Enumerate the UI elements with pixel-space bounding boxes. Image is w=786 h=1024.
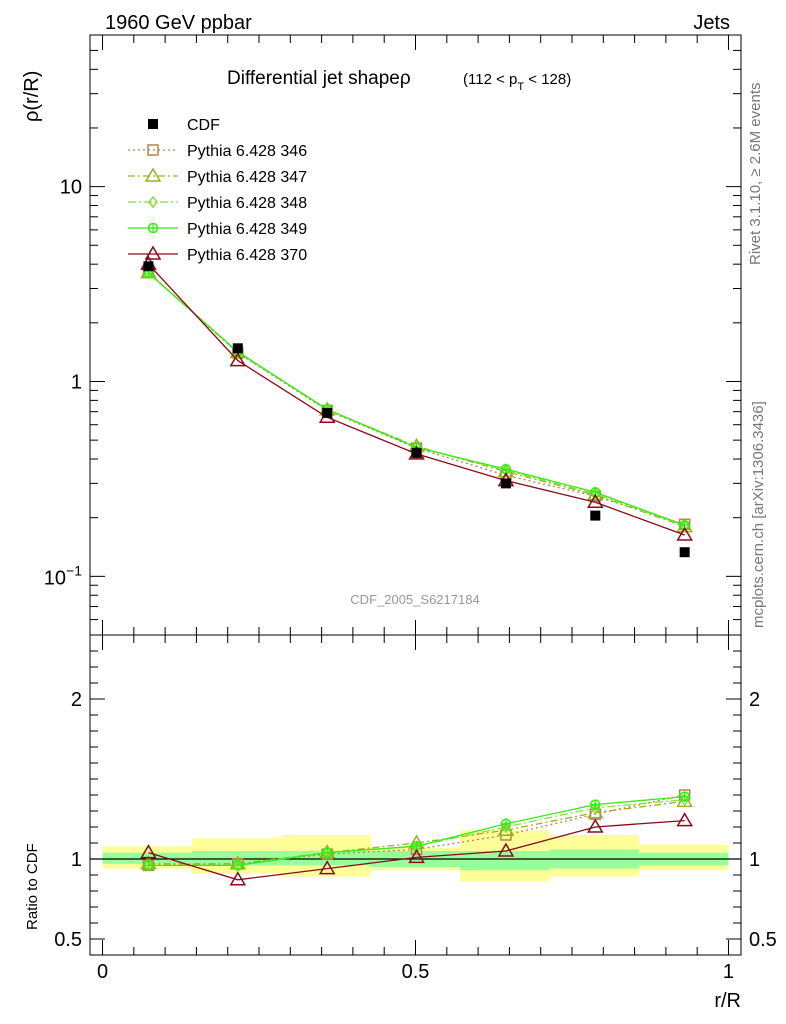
ratio-y-tick-label: 2 [71,689,82,711]
series-line [147,263,685,536]
ratio-y-tick-label: 1 [749,849,760,871]
mcplots-label: mcplots.cern.ch [arXiv:1306.3436] [750,401,767,628]
header-right: Jets [693,12,730,34]
data-point [144,167,162,182]
ratio-frame [89,634,742,956]
legend-label: CDF [187,117,220,134]
series-line [148,272,685,526]
main-ylabel: ρ(r/R) [21,71,43,122]
main-title: Differential jet shapeρ [227,68,411,89]
y-tick-label: 1 [71,371,82,393]
watermark: CDF_2005_S6217184 [350,592,479,607]
data-point [676,526,693,541]
data-point [497,821,515,836]
title-cut: (112 < pT < 128) [463,71,571,93]
data-point [500,478,511,489]
ratio-line [148,819,685,881]
data-point [586,804,604,819]
data-point [586,493,604,509]
ratio-plot: 0 0.5 1 0.5 0.5 1 1 2 2 [54,634,777,983]
data-point [590,801,601,815]
data-point [497,842,515,857]
ratio-ylabel: Ratio to CDF [24,843,41,930]
band-inner [459,851,550,871]
data-point [679,793,690,807]
legend-label: Pythia 6.428 348 [187,195,307,212]
legend-label: Pythia 6.428 349 [187,221,307,238]
ratio-line [148,794,685,867]
data-point [411,447,422,458]
ratio-y-tick-label: 0.5 [749,929,777,951]
legend-label: Pythia 6.428 347 [187,169,307,186]
data-point [148,195,158,209]
main-plot: 10−1 1 10 [44,34,742,636]
y-tick-label: 10 [60,177,82,199]
data-point [140,844,157,859]
data-point [586,818,604,833]
data-point [679,547,690,558]
series-line [148,272,685,527]
header-left: 1960 GeV ppbar [105,12,252,34]
data-point [590,510,601,521]
data-point [408,848,425,864]
rivet-label: Rivet 3.1.10, ≥ 2.6M events [747,83,764,266]
ratio-y-tick-label: 2 [749,689,760,711]
ratio-y-tick-label: 0.5 [54,929,82,951]
legend: CDF Pythia 6.428 346 Pythia 6.428 347 Pythi… [128,117,307,264]
data-point [232,343,243,354]
data-point [318,860,336,875]
data-point [147,144,159,156]
ratio-y-tick-label: 1 [71,849,82,871]
data-point [143,261,154,272]
data-point [148,119,158,129]
x-tick-label: 0.5 [402,961,430,983]
x-tick-label: 1 [723,961,734,983]
y-tick-label: 10−1 [44,562,82,589]
data-point [144,245,162,260]
x-axis-label: r/R [714,990,741,1012]
legend-label: Pythia 6.428 346 [187,143,307,160]
series-line [148,272,685,525]
data-point [322,407,333,418]
data-point [500,820,511,834]
legend-label: Pythia 6.428 370 [187,247,307,264]
data-point [229,871,247,886]
data-point [229,352,247,367]
series-line [148,272,685,528]
data-point [676,812,693,827]
x-tick-label: 0 [97,961,108,983]
